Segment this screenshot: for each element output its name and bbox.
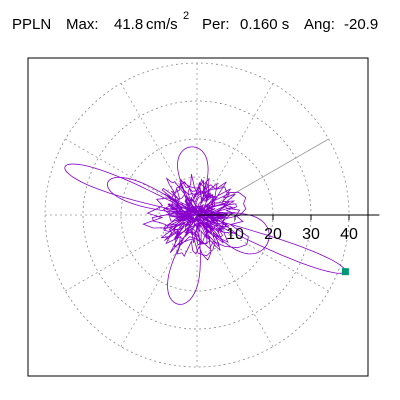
radial-axis: 10 20 30 40 — [197, 214, 380, 243]
motion-trace — [64, 146, 346, 305]
radial-tick-label-40: 40 — [340, 226, 358, 243]
per-label: Per: — [202, 16, 230, 33]
radial-tick-label-30: 30 — [302, 226, 320, 243]
radial-tick-label-10: 10 — [226, 226, 244, 243]
trace-path — [64, 146, 346, 305]
max-value: 41.8 — [114, 16, 144, 33]
max-marker-group — [341, 268, 349, 276]
max-unit-exponent: 2 — [183, 10, 190, 22]
per-value: 0.160 s — [240, 16, 290, 33]
radial-tick-label-20: 20 — [264, 226, 282, 243]
max-label: Max: — [66, 16, 99, 33]
plot-frame — [27, 57, 369, 377]
grid-spoke-30 — [196, 138, 329, 216]
station-code: PPLN — [12, 16, 52, 33]
grid-spoke-330 — [196, 214, 329, 292]
max-unit: cm/s — [146, 16, 178, 33]
ang-label: Ang: — [304, 16, 335, 33]
ang-value: -20.9 — [344, 16, 379, 33]
header-bar: PPLN Max: 41.8 cm/s 2 Per: 0.160 s Ang: … — [8, 10, 400, 38]
max-point-marker — [341, 268, 349, 276]
